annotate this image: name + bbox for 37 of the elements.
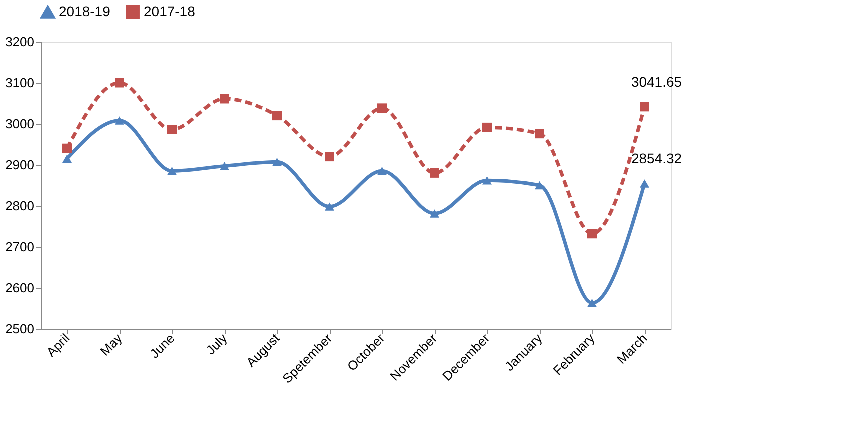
point <box>378 167 387 176</box>
point <box>588 229 597 239</box>
legend-label: 2017-18 <box>144 3 196 20</box>
point <box>168 167 177 176</box>
point <box>430 210 440 218</box>
point <box>325 202 334 211</box>
point <box>588 299 597 308</box>
point <box>220 94 230 104</box>
x-tick-label: May <box>97 330 126 359</box>
data-label: 3041.65 <box>631 74 682 90</box>
point <box>115 78 124 88</box>
y-tick-label: 2700 <box>6 240 34 254</box>
point <box>272 158 282 166</box>
point <box>168 124 177 134</box>
y-tick-label: 3000 <box>6 116 34 132</box>
point <box>640 180 650 188</box>
point <box>272 111 282 121</box>
point <box>640 102 650 112</box>
point <box>115 116 124 125</box>
point <box>482 122 492 132</box>
point <box>535 129 544 139</box>
x-tick-label: July <box>203 330 231 358</box>
y-tick-label: 3200 <box>6 34 34 50</box>
point <box>62 154 72 163</box>
legend-label: 2018-19 <box>59 4 111 20</box>
y-tick-label: 2900 <box>6 158 34 172</box>
y-tick-label: 2500 <box>6 322 34 336</box>
y-tick-label: 2800 <box>6 198 34 214</box>
point <box>482 176 492 185</box>
point <box>378 104 387 114</box>
data-label: 2854.32 <box>631 150 682 167</box>
y-tick-label: 3100 <box>6 76 34 90</box>
point <box>325 152 334 162</box>
point <box>430 168 440 178</box>
point <box>220 162 230 170</box>
y-tick-label: 2600 <box>6 280 34 296</box>
point <box>62 144 72 154</box>
